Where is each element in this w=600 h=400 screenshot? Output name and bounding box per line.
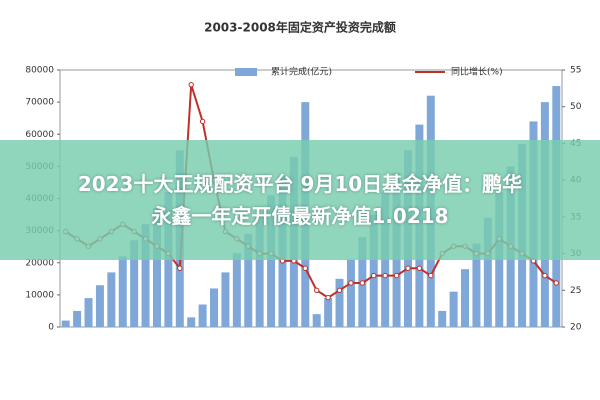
bar (369, 214, 378, 327)
y2-tick-label: 25 (570, 286, 581, 296)
legend-swatch (235, 68, 257, 76)
line-marker (382, 272, 388, 279)
line-marker (371, 272, 377, 279)
chart-title: 2003-2008年固定资产投资完成额 (204, 20, 396, 35)
y-tick-label: 60000 (25, 130, 54, 140)
bar (130, 240, 139, 327)
bar (346, 259, 355, 327)
line-marker (348, 280, 354, 286)
line-marker (359, 280, 366, 286)
y-tick-label: 10000 (25, 290, 54, 300)
bar (61, 320, 70, 327)
bar (449, 291, 458, 327)
line-marker (405, 265, 411, 271)
y-tick-label: 70000 (25, 98, 54, 108)
bar (221, 272, 230, 327)
bar (73, 310, 82, 327)
headline-banner: 2023十大正规配资平台 9月10日基金净值：鹏华 永鑫一年定开债最新净值1.0… (0, 140, 600, 260)
line-marker (177, 265, 183, 271)
line-marker (428, 272, 434, 279)
line-marker (542, 272, 548, 279)
line-marker (188, 81, 194, 88)
y2-tick-label: 55 (570, 66, 581, 76)
line-marker (416, 265, 423, 271)
bar (312, 314, 321, 327)
headline-line: 永鑫一年定开债最新净值1.0218 (151, 204, 449, 228)
y2-tick-label: 50 (570, 102, 582, 112)
legend-label: 累计完成(亿元) (271, 66, 332, 78)
line-marker (325, 294, 331, 301)
line-marker (553, 280, 559, 286)
bar (255, 214, 264, 327)
legend-label: 同比增长(%) (451, 66, 503, 78)
y2-tick-label: 20 (570, 323, 582, 333)
bar (438, 310, 447, 327)
bar (84, 298, 93, 327)
bar (107, 272, 116, 327)
bar (187, 317, 196, 327)
bar (198, 304, 207, 327)
bar (461, 269, 470, 327)
bar (324, 298, 333, 327)
bar (483, 217, 492, 327)
bar (210, 288, 219, 327)
line-marker (199, 118, 206, 125)
bar (95, 285, 104, 327)
headline-line: 2023十大正规配资平台 9月10日基金净值：鹏华 (77, 172, 523, 196)
line-marker (393, 272, 400, 279)
bar (335, 278, 344, 327)
bar (472, 243, 481, 327)
bar (152, 208, 161, 327)
line-marker (302, 265, 308, 271)
y-tick-label: 20000 (25, 258, 54, 268)
line-marker (314, 287, 320, 293)
y-tick-label: 0 (48, 323, 54, 333)
y-tick-label: 80000 (25, 66, 54, 76)
bar (232, 253, 241, 327)
bar (244, 233, 253, 327)
line-marker (336, 287, 343, 293)
bar (118, 256, 127, 327)
bar (267, 195, 276, 327)
bar (141, 224, 150, 327)
